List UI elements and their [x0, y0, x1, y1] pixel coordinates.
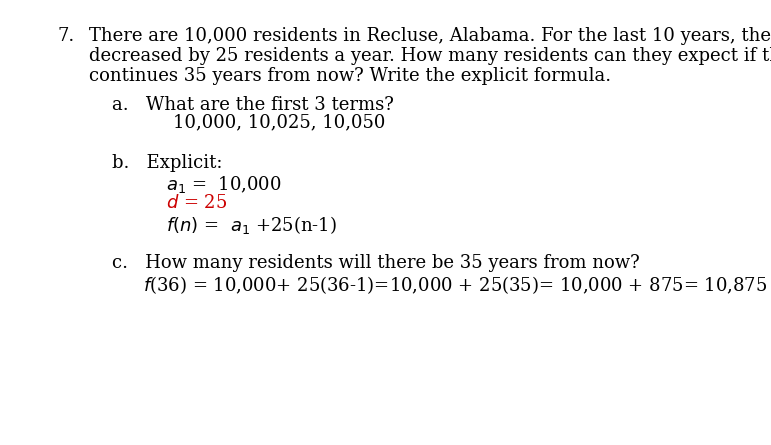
- Text: $f(n)$ =  $a_1$ +25(n-1): $f(n)$ = $a_1$ +25(n-1): [166, 214, 337, 235]
- Text: $a_1$ =  10,000: $a_1$ = 10,000: [166, 174, 281, 194]
- Text: b.   Explicit:: b. Explicit:: [112, 154, 222, 171]
- Text: $f$(36) = 10,000+ 25(36-1)=10,000 + 25(35)= 10,000 + 875= 10,875: $f$(36) = 10,000+ 25(36-1)=10,000 + 25(3…: [143, 274, 767, 295]
- Text: a.   What are the first 3 terms?: a. What are the first 3 terms?: [112, 96, 394, 113]
- Text: continues 35 years from now? Write the explicit formula.: continues 35 years from now? Write the e…: [89, 67, 611, 85]
- Text: 10,000, 10,025, 10,050: 10,000, 10,025, 10,050: [173, 113, 386, 131]
- Text: decreased by 25 residents a year. How many residents can they expect if the patt: decreased by 25 residents a year. How ma…: [89, 47, 771, 65]
- Text: 7.: 7.: [58, 27, 75, 44]
- Text: $d$ = 25: $d$ = 25: [166, 194, 227, 211]
- Text: There are 10,000 residents in Recluse, Alabama. For the last 10 years, the popul: There are 10,000 residents in Recluse, A…: [89, 27, 771, 44]
- Text: c.   How many residents will there be 35 years from now?: c. How many residents will there be 35 y…: [112, 254, 640, 271]
